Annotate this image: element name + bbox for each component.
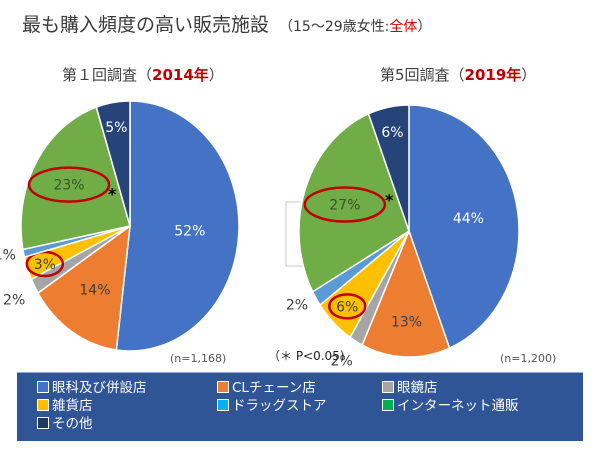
- survey-title-2019: 第5回調査（2019年）: [380, 64, 536, 85]
- legend-item-ophthalmology: 眼科及び併設店: [37, 380, 147, 396]
- data-label-drugstore: 1%: [0, 248, 16, 264]
- data-label-online: 23%: [53, 178, 84, 194]
- sample-size-2014: (n=1,168): [170, 352, 227, 365]
- subtitle-suffix: ）: [417, 19, 432, 35]
- legend-label: 雑貨店: [52, 398, 93, 414]
- survey-year: 2019年: [464, 66, 522, 84]
- survey-title-suffix: ）: [208, 66, 224, 84]
- data-label-online: 27%: [329, 198, 360, 214]
- significance-note: （＊ P<0.05): [268, 349, 345, 363]
- pie-slice-other: [367, 104, 410, 232]
- sample-size-2019: (n=1,200): [500, 352, 557, 365]
- subtitle-highlight: 全体: [389, 19, 418, 35]
- data-label-drugstore: 2%: [286, 298, 308, 314]
- pie-slice-ophthalmology: [115, 100, 240, 352]
- legend-item-cl-chain: CLチェーン店: [217, 380, 316, 396]
- data-label-optical-store: 2%: [331, 354, 353, 370]
- pie-slice-online: [20, 106, 131, 251]
- legend-swatch: [37, 399, 49, 411]
- legend-swatch: [382, 381, 394, 393]
- data-label-ophthalmology: 52%: [174, 223, 205, 239]
- pie-chart-2019: 44% 13% 2% 6% 2% 27% * 6%: [286, 104, 520, 370]
- legend-swatch: [217, 381, 229, 393]
- data-label-other: 5%: [105, 120, 127, 136]
- data-label-variety-store: 6%: [336, 299, 358, 315]
- legend-item-drugstore: ドラッグストア: [217, 398, 327, 414]
- legend-swatch: [37, 417, 49, 429]
- legend-label: 眼科及び併設店: [52, 380, 147, 396]
- legend: 眼科及び併設店 CLチェーン店 眼鏡店 雑貨店 ドラッグストア インターネット通…: [17, 372, 583, 441]
- highlight-ring-variety-store: [328, 293, 367, 320]
- pie-chart-2014: 52% 14% 2% 3% 1% 23% * 5%: [0, 100, 240, 352]
- legend-item-variety-store: 雑貨店: [37, 398, 93, 414]
- subtitle-prefix: （15～29歳女性:: [279, 19, 390, 35]
- pie-slice-other: [95, 100, 131, 227]
- pie-slice-cl-chain: [361, 228, 451, 358]
- page-title: 最も購入頻度の高い販売施設 （15～29歳女性:全体）: [22, 10, 431, 37]
- highlight-ring-online: [27, 166, 111, 203]
- survey-title-prefix: 第１回調査（: [62, 66, 153, 84]
- legend-swatch: [382, 399, 394, 411]
- survey-year: 2014年: [152, 66, 209, 84]
- legend-label: ドラッグストア: [232, 398, 327, 414]
- pie-slice-cl-chain: [36, 224, 131, 351]
- significance-marker: *: [108, 185, 117, 204]
- data-label-cl-chain: 13%: [391, 315, 422, 331]
- data-label-other: 6%: [381, 125, 403, 141]
- title-main: 最も購入頻度の高い販売施設: [22, 14, 270, 36]
- data-label-optical-store: 2%: [3, 292, 25, 308]
- highlight-ring-variety-store: [25, 250, 65, 278]
- data-label-ophthalmology: 44%: [453, 211, 484, 227]
- legend-item-online: インターネット通販: [382, 398, 519, 414]
- highlight-ring-online: [303, 186, 387, 223]
- survey-title-2014: 第１回調査（2014年）: [62, 64, 224, 85]
- legend-item-optical-store: 眼鏡店: [382, 380, 438, 396]
- legend-swatch: [217, 399, 229, 411]
- data-label-variety-store: 3%: [34, 257, 56, 273]
- significance-marker: *: [385, 191, 394, 210]
- legend-item-other: その他: [37, 416, 93, 432]
- legend-swatch: [37, 381, 49, 393]
- legend-label: 眼鏡店: [397, 380, 438, 396]
- title-subtitle: （15～29歳女性:全体）: [279, 19, 431, 35]
- survey-title-prefix: 第5回調査（: [380, 66, 465, 84]
- survey-title-suffix: ）: [521, 66, 537, 84]
- pie-slice-online: [298, 112, 410, 293]
- data-label-cl-chain: 14%: [79, 282, 110, 298]
- legend-label: CLチェーン店: [232, 380, 316, 396]
- legend-label: その他: [52, 416, 93, 432]
- pie-slice-ophthalmology: [408, 104, 520, 350]
- legend-label: インターネット通販: [397, 398, 519, 414]
